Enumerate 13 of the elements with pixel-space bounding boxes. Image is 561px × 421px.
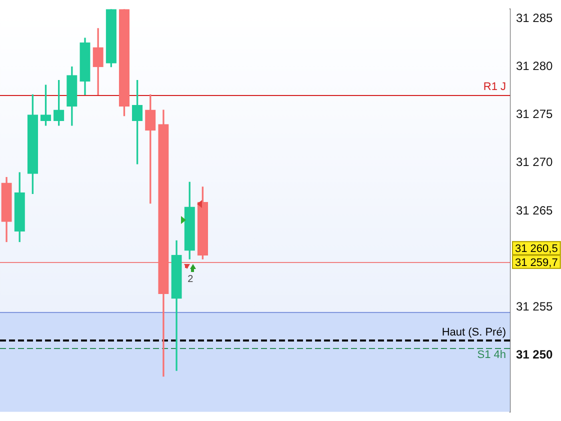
y-tick-label: 31 280 xyxy=(516,59,554,74)
ref-line-label: R1 J xyxy=(483,81,506,94)
y-tick-label: 31 265 xyxy=(516,203,554,218)
text: 31 260,5 xyxy=(515,243,558,256)
ref-line-label: Haut (S. Pré) xyxy=(442,326,506,338)
ref-line-label: S1 4h xyxy=(477,348,506,361)
y-tick-label: 31 255 xyxy=(516,299,554,314)
ref-line-label: 31 259,7 xyxy=(515,256,558,269)
y-tick-label: 31 275 xyxy=(516,107,554,122)
y-tick-label: 31 285 xyxy=(516,11,554,26)
y-tick-label: 31 270 xyxy=(516,155,554,170)
y-tick-label: 31 250 xyxy=(516,347,554,362)
annotation: 2 xyxy=(188,274,194,285)
